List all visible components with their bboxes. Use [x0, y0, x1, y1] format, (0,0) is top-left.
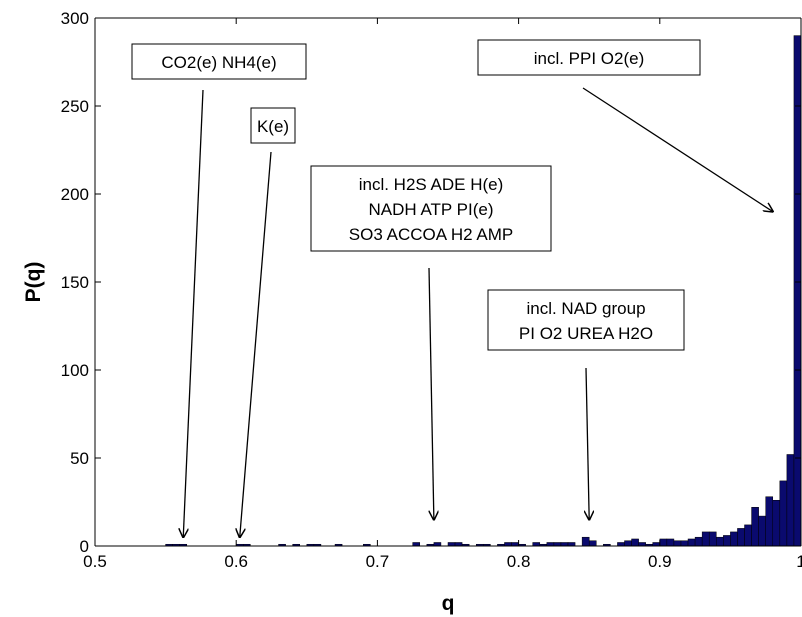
histogram-bar [737, 528, 745, 547]
annotation-box [477, 39, 701, 76]
histogram-bar [412, 542, 421, 547]
y-tick-label: 50 [70, 449, 89, 468]
annotation-arrow [586, 367, 589, 520]
histogram-bar [666, 538, 675, 547]
histogram-bar [546, 542, 555, 547]
histogram-bar [708, 531, 717, 547]
x-tick-label: 0.7 [366, 552, 390, 571]
x-tick-label: 0.5 [83, 552, 107, 571]
histogram-bar [687, 538, 696, 547]
annotation-text: CO2(e) NH4(e) [161, 53, 276, 72]
annotation-arrow [183, 89, 204, 537]
annotation-arrow [582, 87, 773, 212]
x-tick-label: 0.6 [224, 552, 248, 571]
annotation-text: K(e) [257, 117, 289, 136]
histogram-bar [447, 542, 456, 547]
histogram-bar [772, 499, 781, 547]
histogram-bar [588, 540, 597, 547]
histogram-bar [624, 540, 632, 547]
annotation: CO2(e) NH4(e) [131, 43, 307, 537]
histogram-bar [454, 542, 463, 547]
histogram-bar [553, 542, 562, 547]
annotation-text: NADH ATP PI(e) [368, 200, 493, 219]
y-tick-label: 250 [61, 97, 89, 116]
annotation-arrow [428, 267, 434, 520]
annotation-box [487, 289, 685, 351]
histogram-bar [532, 542, 541, 547]
plot-area [95, 18, 801, 546]
annotation-text: incl. PPI O2(e) [534, 49, 645, 68]
histogram-bar [758, 515, 766, 547]
histogram-bar [511, 542, 519, 547]
annotations-group: CO2(e) NH4(e) K(e) incl. H2S ADE H(e) NADH … [131, 39, 773, 537]
histogram-bar [744, 524, 752, 547]
histogram-bar [701, 531, 710, 547]
histogram-bar [659, 538, 668, 547]
y-tick-label: 300 [61, 9, 89, 28]
annotation: K(e) [240, 107, 296, 537]
histogram-bar [680, 540, 689, 547]
y-axis-label: P(q) [22, 262, 45, 303]
x-tick-label: 1 [796, 552, 802, 571]
annotation: incl. H2S ADE H(e) NADH ATP PI(e) SO3 ACCO… [310, 165, 552, 520]
x-tick-label: 0.8 [507, 552, 531, 571]
annotation-box [310, 165, 552, 252]
histogram-bar [730, 531, 738, 547]
annotation: incl. NAD group PI O2 UREA H2O [487, 289, 685, 520]
y-ticks-group: 0 50 100 150 200 250 300 [61, 9, 801, 556]
annotation: incl. PPI O2(e) [477, 39, 773, 212]
y-tick-label: 100 [61, 361, 89, 380]
histogram-bar [786, 454, 795, 547]
histogram-bar [581, 536, 590, 547]
x-axis-label: q [442, 592, 455, 615]
annotation-text: PI O2 UREA H2O [519, 324, 653, 343]
histogram-bar [560, 542, 569, 547]
annotation-text: incl. NAD group [526, 299, 645, 318]
y-tick-label: 150 [61, 273, 89, 292]
annotation-box [131, 43, 307, 80]
histogram-bar [793, 35, 802, 547]
annotation-box [250, 107, 296, 144]
histogram-bar [631, 538, 639, 547]
histogram-bar [751, 507, 759, 547]
x-tick-label: 0.9 [648, 552, 672, 571]
histogram-bar [779, 480, 788, 547]
x-ticks-group: 0.5 0.6 0.7 0.8 0.9 1 [83, 18, 802, 571]
y-tick-label: 0 [80, 537, 89, 556]
histogram-bar [765, 496, 774, 547]
histogram-bar [652, 542, 661, 547]
histogram-bar [504, 542, 512, 547]
annotation-text: SO3 ACCOA H2 AMP [349, 225, 513, 244]
histogram-bar [673, 540, 682, 547]
histogram-bar [638, 542, 646, 547]
annotation-arrow [240, 151, 272, 537]
y-tick-label: 200 [61, 185, 89, 204]
annotation-text: incl. H2S ADE H(e) [359, 175, 504, 194]
histogram-bar [433, 542, 442, 547]
histogram-bar [723, 535, 731, 547]
histogram-bar [617, 542, 625, 547]
histogram-bar [694, 536, 703, 547]
histogram-bar [567, 542, 576, 547]
histogram-bar [716, 536, 724, 547]
